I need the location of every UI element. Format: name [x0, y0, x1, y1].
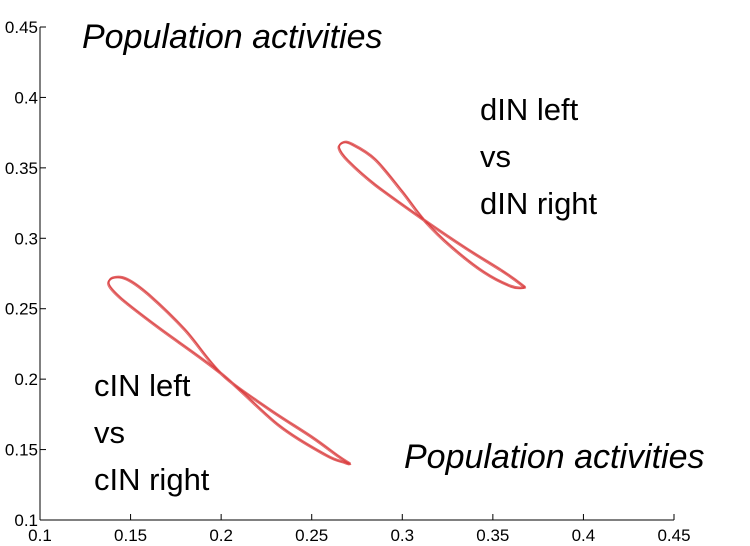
x-tick-label: 0.1 [28, 526, 52, 545]
x-tick-label: 0.35 [476, 526, 509, 545]
y-tick-label: 0.2 [14, 370, 38, 389]
y-tick-label: 0.1 [14, 511, 38, 530]
curves [107, 140, 527, 466]
cin-label-line-1: cIN left [94, 368, 191, 403]
din-left-vs-right-curve [337, 140, 527, 290]
series-line-trace [108, 277, 352, 466]
cin-left-vs-right-curve [107, 275, 352, 466]
y-tick-label: 0.25 [5, 300, 38, 319]
din-label-line-3: dIN right [480, 186, 598, 221]
y-tick-label: 0.45 [5, 18, 38, 37]
x-axis-title: Population activities [404, 438, 705, 476]
cin-pair-label: cIN left vs cIN right [94, 362, 209, 503]
cin-label-line-2: vs [94, 415, 125, 450]
x-tick-label: 0.15 [114, 526, 147, 545]
axes: 0.1 0.15 0.2 0.25 0.3 0.35 0.4 0.45 0.1 0.15 0.2 0.… [5, 18, 691, 545]
x-tick-label: 0.4 [572, 526, 596, 545]
y-tick-label: 0.15 [5, 441, 38, 460]
y-axis-title: Population activities [82, 18, 383, 56]
din-pair-label: dIN left vs dIN right [480, 86, 597, 227]
y-tick-label: 0.35 [5, 159, 38, 178]
x-tick-label: 0.45 [657, 526, 690, 545]
series-line-trace [107, 277, 350, 466]
series-line-trace [337, 142, 525, 290]
x-tick-label: 0.2 [209, 526, 233, 545]
series-line-trace [338, 140, 526, 288]
cin-label-line-3: cIN right [94, 462, 210, 497]
y-tick-label: 0.4 [14, 88, 38, 107]
series-line-trace [108, 275, 351, 464]
din-label-line-2: vs [480, 139, 511, 174]
y-tick-label: 0.3 [14, 229, 38, 248]
x-tick-label: 0.25 [295, 526, 328, 545]
x-tick-label: 0.3 [390, 526, 414, 545]
din-label-line-1: dIN left [480, 92, 579, 127]
